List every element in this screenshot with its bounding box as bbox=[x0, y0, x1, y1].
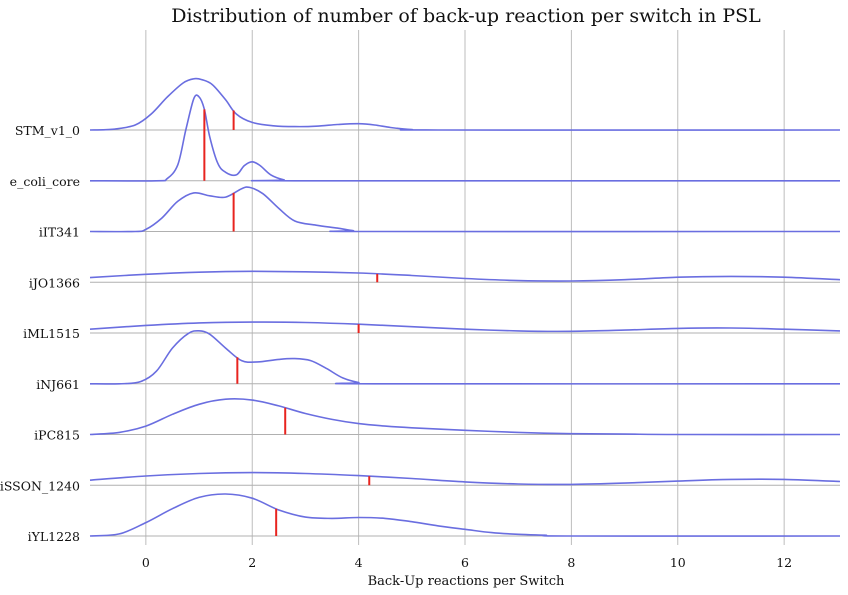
density-curve bbox=[89, 398, 841, 436]
x-tick-label-6: 6 bbox=[461, 555, 469, 570]
x-axis-label: Back-Up reactions per Switch bbox=[368, 574, 565, 589]
ridge-iml1515: iML1515 bbox=[23, 321, 841, 341]
ridge-ijo1366: iJO1366 bbox=[29, 270, 841, 290]
y-category-label: iPC815 bbox=[34, 428, 80, 443]
y-category-label: e_coli_core bbox=[10, 174, 80, 189]
ridge-iit341: iIT341 bbox=[39, 186, 841, 240]
ridge-stm-v1-0: STM_v1_0 bbox=[15, 77, 841, 138]
grid-lines bbox=[145, 30, 785, 545]
x-tick-label-12: 12 bbox=[776, 555, 792, 570]
x-tick-label-0: 0 bbox=[142, 555, 150, 570]
chart-title: Distribution of number of back-up reacti… bbox=[171, 5, 761, 27]
x-axis-ticks: 0 2 4 6 8 10 12 bbox=[142, 555, 792, 570]
density-curve bbox=[89, 270, 841, 282]
x-tick-label-10: 10 bbox=[670, 555, 686, 570]
ridge-inj661: iNJ661 bbox=[36, 329, 841, 392]
y-category-label: iJO1366 bbox=[29, 275, 80, 290]
x-tick-label-2: 2 bbox=[248, 555, 256, 570]
density-curve bbox=[89, 321, 841, 333]
density-curve bbox=[89, 493, 841, 537]
ridges: STM_v1_0 e_coli_core iIT341 iJO1366 iML1515 i… bbox=[0, 77, 841, 544]
y-category-label: STM_v1_0 bbox=[15, 123, 80, 138]
y-category-label: iNJ661 bbox=[36, 377, 80, 392]
ridge-iyl1228: iYL1228 bbox=[28, 493, 841, 544]
x-tick-label-4: 4 bbox=[355, 555, 363, 570]
density-curve bbox=[89, 186, 841, 233]
y-category-label: iYL1228 bbox=[28, 529, 80, 544]
y-category-label: iSSON_1240 bbox=[0, 478, 80, 493]
ridge-e-coli-core: e_coli_core bbox=[10, 94, 841, 189]
x-tick-label-8: 8 bbox=[567, 555, 575, 570]
y-category-label: iML1515 bbox=[23, 326, 80, 341]
density-curve bbox=[89, 329, 841, 385]
y-category-label: iIT341 bbox=[39, 225, 80, 240]
density-curve bbox=[89, 94, 841, 182]
ridge-ipc815: iPC815 bbox=[34, 398, 841, 443]
density-curve bbox=[89, 77, 841, 131]
density-curve bbox=[89, 471, 841, 486]
ridge-isson-1240: iSSON_1240 bbox=[0, 471, 841, 493]
